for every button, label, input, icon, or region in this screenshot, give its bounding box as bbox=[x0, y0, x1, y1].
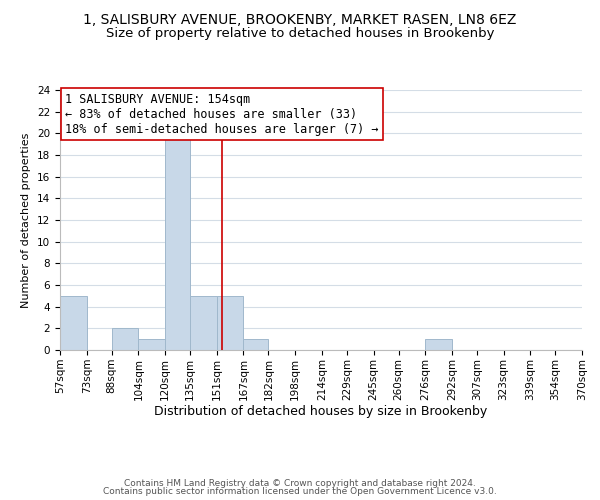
Text: Size of property relative to detached houses in Brookenby: Size of property relative to detached ho… bbox=[106, 28, 494, 40]
Bar bbox=[60, 296, 86, 350]
Bar bbox=[139, 339, 165, 350]
X-axis label: Distribution of detached houses by size in Brookenby: Distribution of detached houses by size … bbox=[154, 406, 488, 418]
Text: 1, SALISBURY AVENUE, BROOKENBY, MARKET RASEN, LN8 6EZ: 1, SALISBURY AVENUE, BROOKENBY, MARKET R… bbox=[83, 12, 517, 26]
Bar bbox=[217, 296, 244, 350]
Y-axis label: Number of detached properties: Number of detached properties bbox=[22, 132, 31, 308]
Text: Contains public sector information licensed under the Open Government Licence v3: Contains public sector information licen… bbox=[103, 487, 497, 496]
Bar bbox=[244, 339, 268, 350]
Text: 1 SALISBURY AVENUE: 154sqm
← 83% of detached houses are smaller (33)
18% of semi: 1 SALISBURY AVENUE: 154sqm ← 83% of deta… bbox=[65, 92, 379, 136]
Text: Contains HM Land Registry data © Crown copyright and database right 2024.: Contains HM Land Registry data © Crown c… bbox=[124, 478, 476, 488]
Bar bbox=[425, 339, 452, 350]
Bar bbox=[165, 134, 190, 350]
Bar bbox=[112, 328, 139, 350]
Bar bbox=[190, 296, 217, 350]
